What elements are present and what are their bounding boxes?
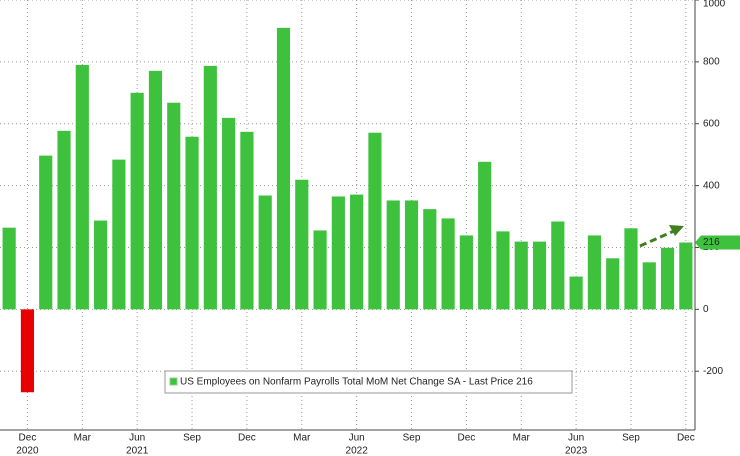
bar — [569, 276, 583, 310]
bar — [167, 102, 181, 310]
bar — [496, 231, 510, 310]
bar — [185, 136, 199, 310]
bar — [240, 131, 254, 310]
x-year-label: 2021 — [126, 446, 149, 456]
x-year-label: 2020 — [16, 446, 39, 456]
legend-swatch — [169, 377, 178, 386]
legend-box — [164, 370, 573, 394]
bar — [39, 155, 53, 310]
bar — [276, 27, 291, 310]
bar — [130, 92, 144, 310]
bar — [587, 235, 601, 310]
bar — [514, 241, 528, 310]
trend-arrow-shaft — [639, 229, 675, 248]
bar — [642, 262, 656, 310]
x-tick-label: Jun — [349, 433, 365, 444]
bar — [551, 221, 565, 310]
bar — [532, 241, 547, 310]
bar — [258, 195, 272, 310]
x-tick-label: Sep — [403, 433, 421, 444]
x-tick-label: Dec — [238, 433, 256, 444]
bar — [94, 220, 108, 310]
x-tick-label: Dec — [457, 433, 475, 444]
bar — [660, 247, 675, 310]
bar — [57, 130, 71, 310]
legend: US Employees on Nonfarm Payrolls Total M… — [164, 370, 573, 394]
bar — [459, 235, 473, 310]
x-tick-label: Sep — [622, 433, 640, 444]
bar — [295, 179, 309, 310]
bar — [331, 196, 345, 310]
bar — [624, 228, 638, 310]
y-tick-label: 600 — [703, 118, 720, 129]
trend-arrow — [639, 225, 684, 248]
x-tick-label: Mar — [293, 433, 311, 444]
bar — [112, 159, 126, 310]
bar-layer — [2, 27, 693, 393]
bar — [441, 218, 455, 310]
bar — [368, 132, 382, 310]
y-tick-label: -200 — [703, 366, 723, 377]
bar — [75, 64, 89, 310]
bar — [404, 200, 419, 310]
x-tick-label: Jun — [568, 433, 584, 444]
legend-label: US Employees on Nonfarm Payrolls Total M… — [180, 377, 533, 388]
bar — [148, 70, 163, 310]
bar — [386, 200, 400, 310]
bar — [679, 242, 693, 310]
bar — [606, 258, 620, 310]
bar — [20, 309, 35, 393]
x-tick-label: Mar — [513, 433, 531, 444]
trend-arrow-head — [669, 225, 684, 236]
y-tick-label: 1000 — [703, 0, 726, 10]
x-year-label: 2023 — [565, 446, 588, 456]
bar — [350, 194, 364, 310]
bar — [478, 161, 492, 310]
x-tick-label: Jun — [129, 433, 145, 444]
x-year-label: 2022 — [346, 446, 369, 456]
y-tick-label: 800 — [703, 57, 720, 68]
bar — [2, 227, 16, 310]
bar — [313, 230, 327, 310]
y-tick-label: 400 — [703, 180, 720, 191]
last-price-tag — [695, 235, 740, 250]
last-price-label: 216 — [703, 237, 720, 248]
x-tick-label: Mar — [74, 433, 92, 444]
x-tick-label: Dec — [19, 433, 37, 444]
bar — [423, 209, 437, 310]
bar — [203, 65, 217, 310]
y-tick-label: 0 — [703, 304, 709, 315]
bar — [222, 117, 236, 310]
grid-layer — [0, 0, 695, 430]
x-tick-label: Sep — [183, 433, 201, 444]
x-tick-label: Dec — [677, 433, 695, 444]
